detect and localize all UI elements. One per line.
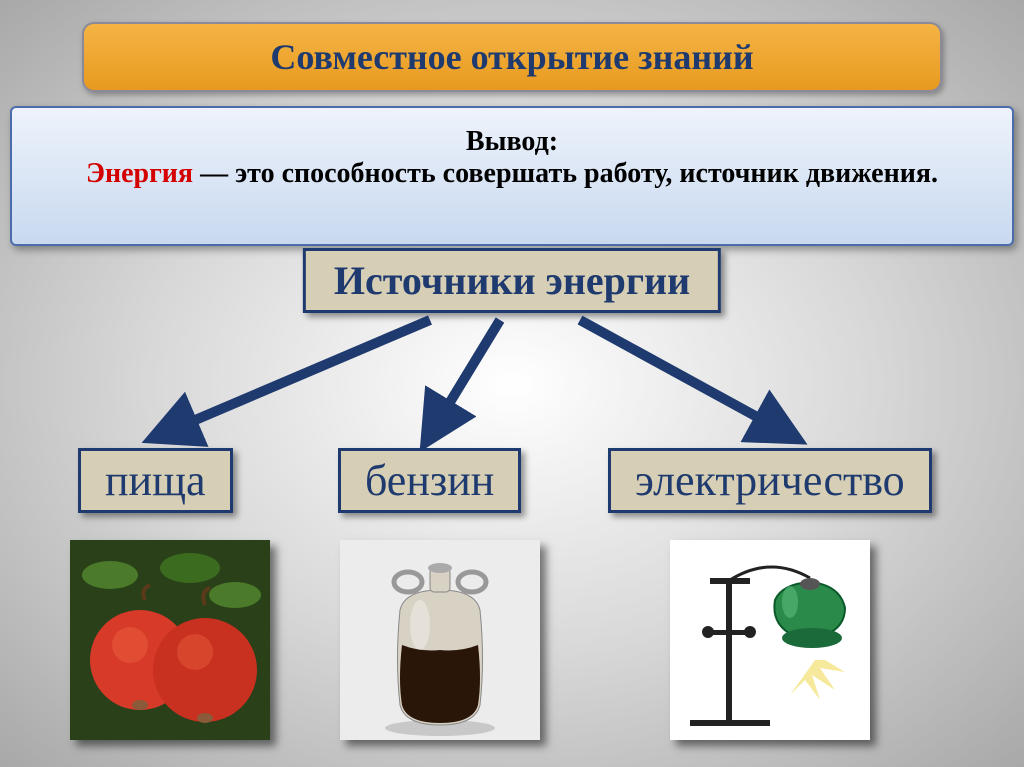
branch-arrows (0, 310, 1024, 470)
conclusion-line: Энергия — это способность совершать рабо… (12, 158, 1012, 190)
lamp-icon (670, 540, 870, 740)
sources-heading-box: Источники энергии (303, 248, 721, 313)
sources-heading-text: Источники энергии (334, 258, 690, 303)
conclusion-panel: Вывод: Энергия — это способность соверша… (10, 106, 1014, 246)
branch-box-food: пища (78, 448, 233, 513)
image-food (70, 540, 270, 740)
title-text: Совместное открытие знаний (270, 36, 753, 78)
branch-box-gasoline: бензин (338, 448, 521, 513)
apples-icon (70, 540, 270, 740)
conclusion-energy: Энергия (86, 158, 193, 189)
title-banner: Совместное открытие знаний (82, 22, 942, 92)
image-gasoline (340, 540, 540, 740)
bottle-icon (340, 540, 540, 740)
branch-label-electricity: электричество (635, 456, 905, 505)
conclusion-label: Вывод: (12, 126, 1012, 158)
branch-box-electricity: электричество (608, 448, 932, 513)
conclusion-rest: — это способность совершать работу, исто… (193, 158, 938, 189)
image-electricity (670, 540, 870, 740)
branch-label-food: пища (105, 456, 206, 505)
branch-label-gasoline: бензин (365, 456, 494, 505)
